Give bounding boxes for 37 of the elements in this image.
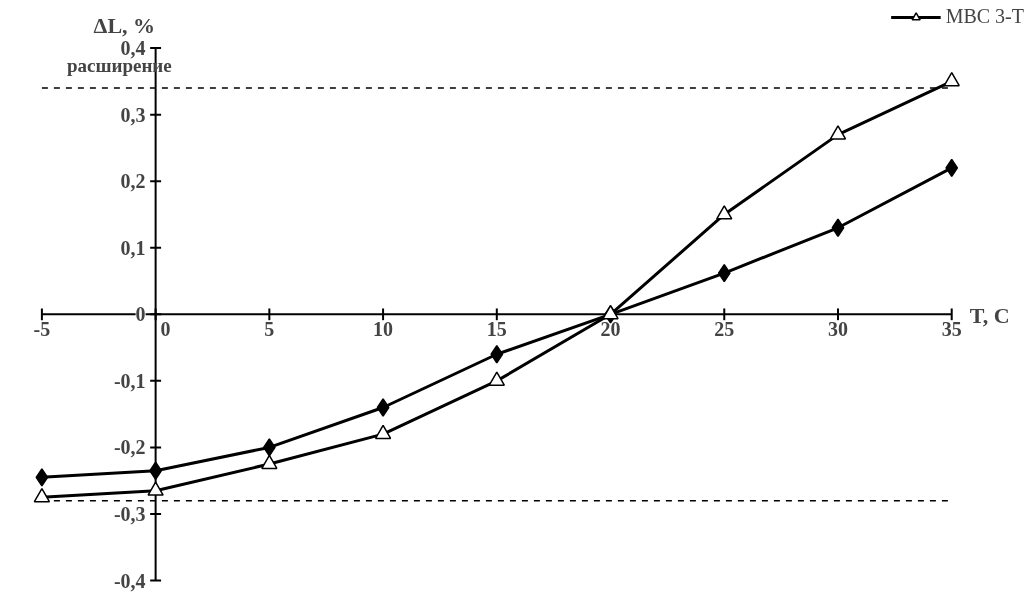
point	[35, 468, 49, 487]
y-axis-title: ΔL, %	[93, 13, 156, 39]
point	[943, 71, 960, 87]
y-tick-label: -0,1	[113, 369, 146, 392]
point	[374, 424, 392, 440]
point	[945, 158, 959, 178]
y-tick-label: -0,4	[113, 569, 146, 592]
point	[717, 263, 731, 283]
point	[829, 125, 847, 140]
point	[33, 487, 51, 503]
legend-label: MBC 3-T	[945, 5, 1024, 28]
x-tick-label: 15	[486, 318, 507, 341]
point	[147, 481, 164, 496]
y-tick-label: 0,3	[120, 103, 146, 126]
x-tick-label: 10	[373, 318, 394, 341]
y-tick-label: -0,3	[113, 502, 146, 525]
point	[490, 344, 504, 364]
y-tick-label: 0	[135, 303, 146, 326]
x-tick-label: 30	[827, 318, 848, 341]
point	[261, 454, 278, 470]
x-tick-label: 35	[941, 318, 962, 341]
y-tick-label: -0,2	[113, 436, 146, 459]
point	[149, 461, 163, 480]
point	[716, 205, 733, 220]
y-tick-label: 0,1	[120, 236, 146, 259]
x-tick-label: 5	[264, 318, 275, 341]
point	[376, 398, 390, 417]
point	[262, 438, 276, 457]
point	[831, 218, 845, 238]
x-tick-label: 25	[714, 318, 735, 341]
y-tick-label: 0,4	[120, 37, 146, 60]
y-tick-label: 0,2	[120, 170, 146, 193]
x-tick-label: 20	[600, 318, 621, 341]
x-tick-label: -5	[33, 318, 51, 341]
x-tick-label: 0	[160, 318, 171, 341]
x-axis-title: T, C	[969, 303, 1010, 329]
point	[488, 371, 506, 386]
